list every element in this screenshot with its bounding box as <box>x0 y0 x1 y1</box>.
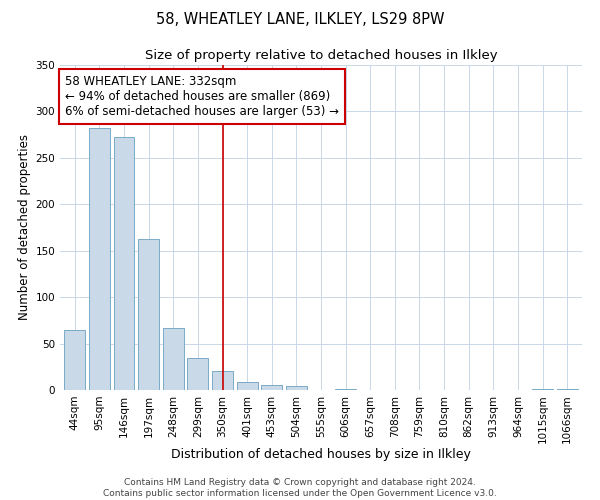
Y-axis label: Number of detached properties: Number of detached properties <box>18 134 31 320</box>
Bar <box>236 382 257 390</box>
Bar <box>532 389 553 390</box>
Bar <box>557 389 578 390</box>
Bar <box>64 330 85 390</box>
Bar <box>261 386 282 390</box>
Text: Contains HM Land Registry data © Crown copyright and database right 2024.
Contai: Contains HM Land Registry data © Crown c… <box>103 478 497 498</box>
Bar <box>138 238 159 390</box>
Text: 58 WHEATLEY LANE: 332sqm
← 94% of detached houses are smaller (869)
6% of semi-d: 58 WHEATLEY LANE: 332sqm ← 94% of detach… <box>65 74 339 118</box>
Title: Size of property relative to detached houses in Ilkley: Size of property relative to detached ho… <box>145 50 497 62</box>
Bar <box>89 128 110 390</box>
Bar <box>286 386 307 390</box>
Bar <box>113 138 134 390</box>
Bar <box>335 389 356 390</box>
Bar <box>212 370 233 390</box>
Bar <box>187 358 208 390</box>
Bar <box>163 328 184 390</box>
X-axis label: Distribution of detached houses by size in Ilkley: Distribution of detached houses by size … <box>171 448 471 460</box>
Text: 58, WHEATLEY LANE, ILKLEY, LS29 8PW: 58, WHEATLEY LANE, ILKLEY, LS29 8PW <box>156 12 444 28</box>
